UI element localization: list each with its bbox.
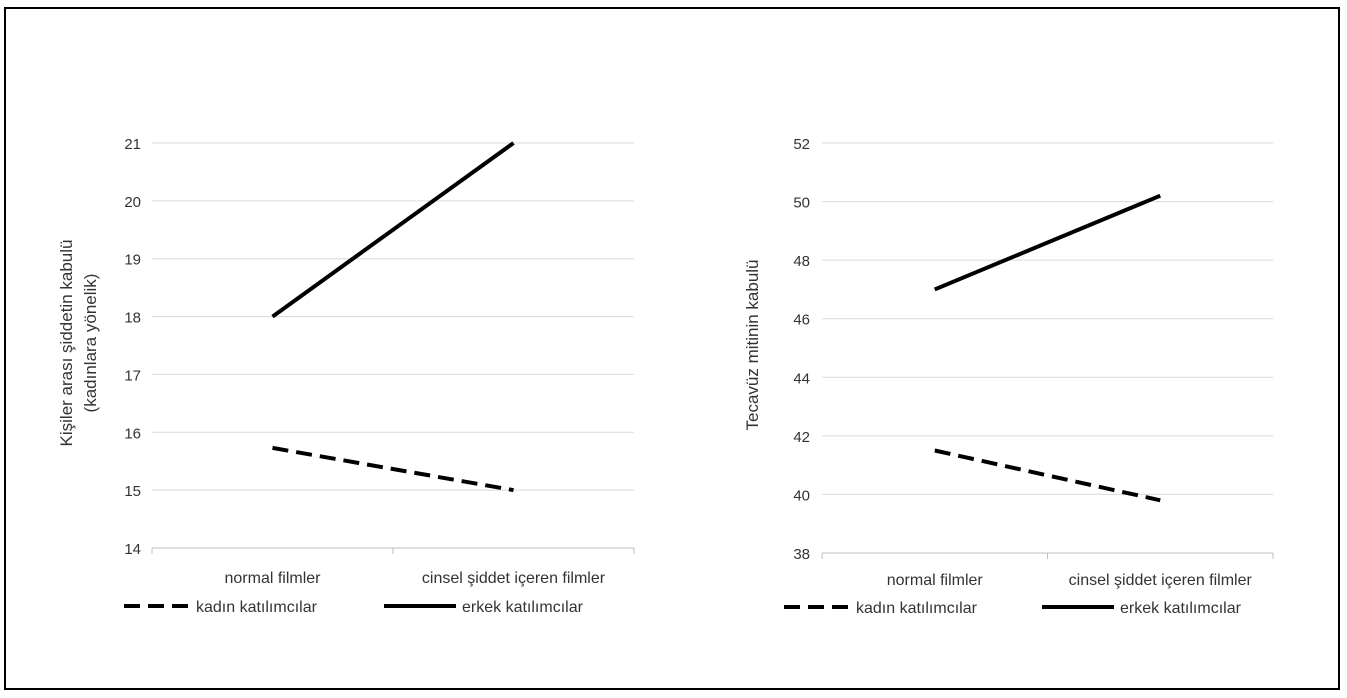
- y-tick-label: 17: [124, 367, 141, 384]
- legend-label: erkek katılımcılar: [1120, 600, 1242, 617]
- series-line-kadin: [272, 445, 514, 493]
- y-tick-label: 21: [124, 136, 141, 153]
- x-tick-label: normal filmler: [887, 572, 984, 589]
- y-tick-label: 16: [124, 425, 141, 442]
- y-tick-label: 38: [793, 546, 810, 563]
- legend-label: kadın katılımcılar: [196, 599, 318, 616]
- y-tick-label: 52: [793, 136, 810, 153]
- y-tick-label: 15: [124, 483, 141, 500]
- y-tick-label: 48: [793, 253, 810, 270]
- y-tick-label: 46: [793, 312, 810, 329]
- y-tick-label: 19: [124, 252, 141, 269]
- chart-2: 38 40 42 44 46 48 50 52 normal filmler cinsel şid…: [743, 136, 1274, 617]
- x-tick-label: normal filmler: [224, 570, 321, 587]
- series-line-kadin: [934, 448, 1161, 503]
- y-axis-label: Kişiler arası şiddetin kabulü: [57, 240, 76, 447]
- y-tick-label: 50: [793, 195, 810, 212]
- x-tick-label: cinsel şiddet içeren filmler: [1069, 572, 1253, 589]
- legend-label: kadın katılımcılar: [856, 600, 978, 617]
- y-axis-label: (kadınlara yönelik): [81, 274, 100, 413]
- chart-1: 14 15 16 17 18 19 20 21 normal filmler cinsel şid…: [57, 136, 635, 616]
- series-line-erkek: [933, 193, 1162, 292]
- x-tick-label: cinsel şiddet içeren filmler: [422, 570, 606, 587]
- y-tick-label: 18: [124, 310, 141, 327]
- y-tick-label: 20: [124, 194, 141, 211]
- y-tick-label: 44: [793, 370, 810, 387]
- legend-label: erkek katılımcılar: [462, 599, 584, 616]
- series-line-erkek: [271, 141, 515, 319]
- y-tick-label: 40: [793, 487, 810, 504]
- y-axis-label: Tecavüz mitinin kabulü: [743, 259, 762, 430]
- figure-frame: [4, 7, 1340, 690]
- y-tick-label: 42: [793, 429, 810, 446]
- y-tick-label: 14: [124, 541, 141, 558]
